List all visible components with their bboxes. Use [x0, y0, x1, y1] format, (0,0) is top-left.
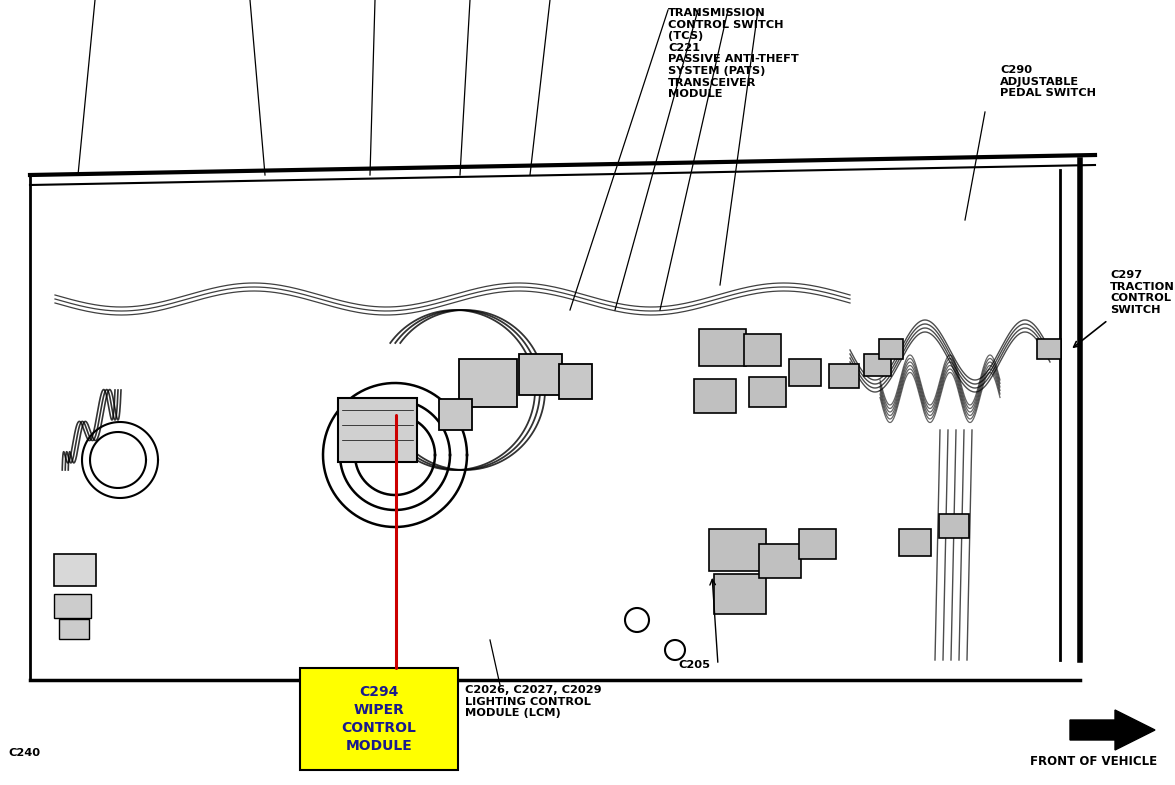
FancyBboxPatch shape — [830, 364, 859, 388]
Text: C297
TRACTION
CONTROL
SWITCH: C297 TRACTION CONTROL SWITCH — [1110, 270, 1175, 315]
FancyBboxPatch shape — [788, 359, 821, 386]
Text: C2026, C2027, C2029
LIGHTING CONTROL
MODULE (LCM): C2026, C2027, C2029 LIGHTING CONTROL MOD… — [465, 685, 602, 718]
FancyBboxPatch shape — [939, 514, 969, 538]
Text: C240: C240 — [8, 748, 40, 758]
Text: C205: C205 — [678, 660, 710, 670]
FancyBboxPatch shape — [59, 619, 89, 639]
FancyBboxPatch shape — [338, 398, 417, 462]
FancyBboxPatch shape — [759, 544, 801, 578]
FancyBboxPatch shape — [709, 529, 766, 571]
FancyBboxPatch shape — [300, 668, 458, 770]
FancyBboxPatch shape — [744, 334, 781, 366]
FancyBboxPatch shape — [799, 529, 835, 559]
FancyBboxPatch shape — [899, 529, 931, 556]
Text: TRANSMISSION
CONTROL SWITCH
(TCS)
C221
PASSIVE ANTI-THEFT
SYSTEM (PATS)
TRANSCEI: TRANSMISSION CONTROL SWITCH (TCS) C221 P… — [669, 8, 799, 99]
FancyBboxPatch shape — [558, 363, 591, 399]
Text: C290
ADJUSTABLE
PEDAL SWITCH: C290 ADJUSTABLE PEDAL SWITCH — [1000, 65, 1096, 98]
FancyBboxPatch shape — [714, 574, 766, 614]
Text: C294
WIPER
CONTROL
MODULE: C294 WIPER CONTROL MODULE — [342, 685, 416, 753]
FancyBboxPatch shape — [748, 377, 786, 407]
Text: FRONT OF VEHICLE: FRONT OF VEHICLE — [1030, 755, 1157, 768]
FancyBboxPatch shape — [54, 554, 96, 586]
FancyBboxPatch shape — [438, 399, 471, 429]
FancyBboxPatch shape — [54, 594, 90, 618]
FancyBboxPatch shape — [879, 339, 904, 359]
FancyBboxPatch shape — [694, 379, 736, 413]
Polygon shape — [1070, 710, 1155, 750]
FancyBboxPatch shape — [518, 353, 562, 395]
FancyBboxPatch shape — [1038, 339, 1061, 359]
FancyBboxPatch shape — [458, 359, 517, 407]
FancyBboxPatch shape — [864, 354, 891, 376]
FancyBboxPatch shape — [699, 329, 746, 366]
